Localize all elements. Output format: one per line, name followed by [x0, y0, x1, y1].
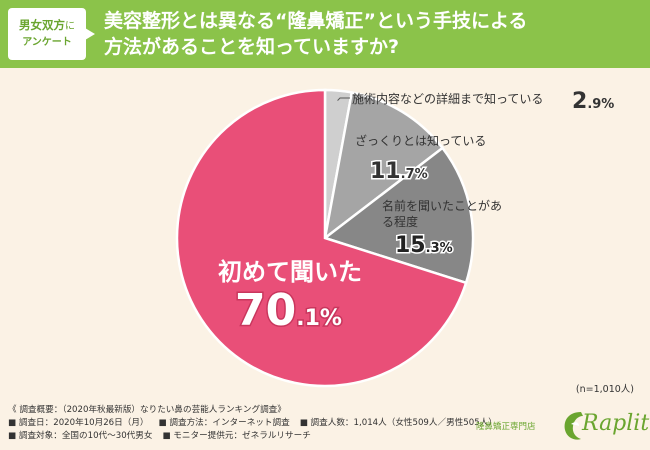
leader-line-0 — [337, 97, 350, 101]
slice-value-3: 70.1% — [235, 285, 342, 336]
pie-slice-1 — [323, 90, 445, 241]
title-line2: 方法があることを知っていますか? — [104, 36, 400, 58]
slice-label-2a: 名前を聞いたことがあ — [382, 198, 502, 213]
survey-badge: 男女双方に アンケート — [8, 8, 95, 60]
slice-label-1: ざっくりとは知っている — [355, 133, 486, 148]
badge-tail — [85, 28, 95, 40]
footer: 《 調査概要：（2020年秋最新版）なりたい鼻の芸能人ランキング調査》 ■ 調査… — [0, 398, 650, 450]
pie-slice-3 — [175, 88, 468, 388]
slice-value-0: 2.9% — [572, 89, 614, 114]
slice-label-2b: る程度 — [382, 214, 418, 229]
brand-name: Raplit — [582, 411, 650, 436]
header-bar: 男女双方に アンケート 美容整形とは異なる“隆鼻矯正”という手技による 方法があ… — [0, 0, 650, 68]
slice-label-3: 初めて聞いた — [218, 258, 362, 286]
survey-target: ■ 調査対象：全国の10代〜30代男女 — [8, 431, 153, 441]
brand-logo-icon — [564, 412, 583, 440]
badge-line2: アンケート — [22, 37, 72, 48]
survey-date: ■ 調査日：2020年10月26日（月） — [8, 418, 149, 428]
badge-line1: 男女双方 — [19, 18, 65, 32]
survey-summary: 《 調査概要：（2020年秋最新版）なりたい鼻の芸能人ランキング調査》 — [8, 405, 286, 415]
survey-method: ■ 調査方法：インターネット調査 — [158, 418, 290, 428]
brand-subtitle: 隆鼻矯正専門店 — [476, 422, 536, 432]
slice-value-1: 11.7% — [370, 159, 428, 184]
sample-size-note: (n=1,010人) — [575, 384, 634, 395]
slice-value-2: 15.3% — [395, 233, 453, 258]
title-line1: 美容整形とは異なる“隆鼻矯正”という手技による — [104, 10, 528, 32]
survey-people: ■ 調査人数：1,014人（女性509人／男性505人） — [299, 418, 497, 428]
survey-monitor: ■ モニター提供元：ゼネラルリサーチ — [162, 431, 311, 441]
question-title: 美容整形とは異なる“隆鼻矯正”という手技による 方法があることを知っていますか? — [104, 8, 634, 60]
survey-details: 《 調査概要：（2020年秋最新版）なりたい鼻の芸能人ランキング調査》 ■ 調査… — [8, 404, 507, 443]
slice-label-0: 施術内容などの詳細まで知っている — [352, 91, 543, 106]
badge-ni: に — [65, 21, 75, 32]
